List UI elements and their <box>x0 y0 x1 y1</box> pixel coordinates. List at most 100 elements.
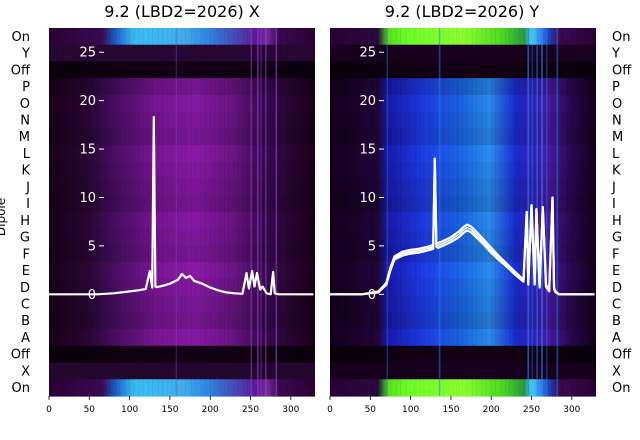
row-label: J <box>25 180 30 195</box>
heatmap-texture <box>400 28 401 396</box>
x-tick-label: 100 <box>402 405 419 415</box>
heatmap-texture <box>386 28 388 396</box>
heatmap-texture <box>72 28 74 396</box>
heatmap-texture <box>442 28 444 396</box>
heatmap-texture <box>500 28 502 396</box>
heatmap-row <box>330 44 596 63</box>
heatmap-texture <box>576 28 578 396</box>
heatmap-rows-x <box>49 28 315 397</box>
row-label: On <box>612 381 630 396</box>
row-label: G <box>612 231 622 246</box>
heatmap-row <box>330 78 596 96</box>
x-tick-label: 250 <box>523 405 540 415</box>
heatmap-row <box>49 312 315 330</box>
heatmap-row-shade <box>49 161 315 180</box>
heatmap-texture <box>66 28 68 396</box>
row-label: Y <box>21 47 30 62</box>
heatmap-row <box>49 128 315 146</box>
row-label: F <box>612 247 619 262</box>
row-label: D <box>612 281 622 296</box>
heatmap-row-shade <box>330 128 596 146</box>
x-tick-label: 50 <box>365 405 377 415</box>
row-label: C <box>21 298 30 313</box>
heatmap-texture <box>299 28 301 396</box>
heatmap-stripe <box>275 28 278 396</box>
heatmap-texture <box>504 28 506 396</box>
heatmap-row <box>49 262 315 280</box>
x-ticks-x: 0 50 100 150 200 250 300 <box>46 396 300 415</box>
heatmap-row <box>330 329 596 347</box>
row-label: Off <box>612 348 632 363</box>
heatmap-texture <box>190 28 192 396</box>
x-tick-label: 0 <box>327 405 333 415</box>
heatmap-row <box>330 212 596 230</box>
heatmap-texture <box>429 28 430 396</box>
row-label: I <box>612 197 616 212</box>
heatmap-texture <box>309 28 311 396</box>
heatmap-texture <box>233 28 235 396</box>
row-label: On <box>12 30 30 45</box>
row-label: M <box>19 130 30 145</box>
heatmap-texture <box>290 28 291 396</box>
heatmap-texture <box>91 28 93 396</box>
row-label: H <box>612 214 622 229</box>
heatmap-row-shade <box>49 228 315 247</box>
overlay-y-tick: 15 <box>79 143 96 158</box>
x-tick-label: 50 <box>84 405 96 415</box>
heatmap-texture <box>90 28 91 396</box>
overlay-y-tick: 5 <box>88 239 96 254</box>
chart-title-y: 9.2 (LBD2=2026) Y <box>385 2 540 21</box>
heatmap-texture <box>161 28 163 396</box>
heatmap-texture <box>481 28 483 396</box>
heatmap-row <box>49 362 315 380</box>
overlay-y-tick: 15 <box>359 143 376 158</box>
heatmap-texture <box>353 28 355 396</box>
heatmap-texture <box>466 28 468 396</box>
heatmap-texture <box>376 28 378 396</box>
heatmap-texture <box>210 28 212 396</box>
heatmap-texture <box>423 28 425 396</box>
heatmap-texture <box>200 28 202 396</box>
heatmap-texture <box>167 28 169 396</box>
overlay-y-tick: 10 <box>359 191 376 206</box>
heatmap-texture <box>124 28 126 396</box>
heatmap-texture <box>95 28 97 396</box>
heatmap-row-shade <box>330 161 596 180</box>
heatmap-texture <box>390 28 392 396</box>
overlay-y-tick: 0 <box>368 288 376 303</box>
heatmap-texture <box>452 28 454 396</box>
y-axis-label: Dipole <box>0 198 8 236</box>
heatmap-texture <box>99 28 101 396</box>
heatmap-texture <box>518 28 520 396</box>
heatmap-row <box>330 145 596 163</box>
x-tick-label: 250 <box>242 405 259 415</box>
x-tick-label: 150 <box>161 405 178 415</box>
heatmap-row-shade <box>330 195 596 213</box>
heatmap-stripe <box>556 28 559 396</box>
heatmap-stripes-x <box>49 28 315 396</box>
heatmap-texture <box>405 28 407 396</box>
row-label: Off <box>11 63 31 78</box>
row-label: D <box>20 281 30 296</box>
heatmap-texture <box>590 28 592 396</box>
heatmap-texture <box>485 28 487 396</box>
heatmap-texture <box>456 28 458 396</box>
x-tick-label: 200 <box>483 405 500 415</box>
heatmap-row-shade <box>330 178 596 196</box>
heatmap-texture <box>363 28 364 396</box>
overlay-lines-y <box>330 157 595 296</box>
heatmap-texture <box>171 28 173 396</box>
heatmap-row <box>330 278 596 297</box>
heatmap-row-shade <box>330 44 596 63</box>
heatmap-row-shade <box>49 329 315 346</box>
heatmap-texture <box>415 28 417 396</box>
heatmap-texture <box>262 28 264 396</box>
row-label: K <box>21 164 30 179</box>
heatmap-stripe <box>527 28 530 396</box>
heatmap-texture <box>181 28 182 396</box>
heatmap-texture <box>148 28 149 396</box>
heatmap-row-shade <box>49 212 315 229</box>
heatmap-row <box>49 44 315 63</box>
overlay-y-tick: 20 <box>359 94 376 109</box>
